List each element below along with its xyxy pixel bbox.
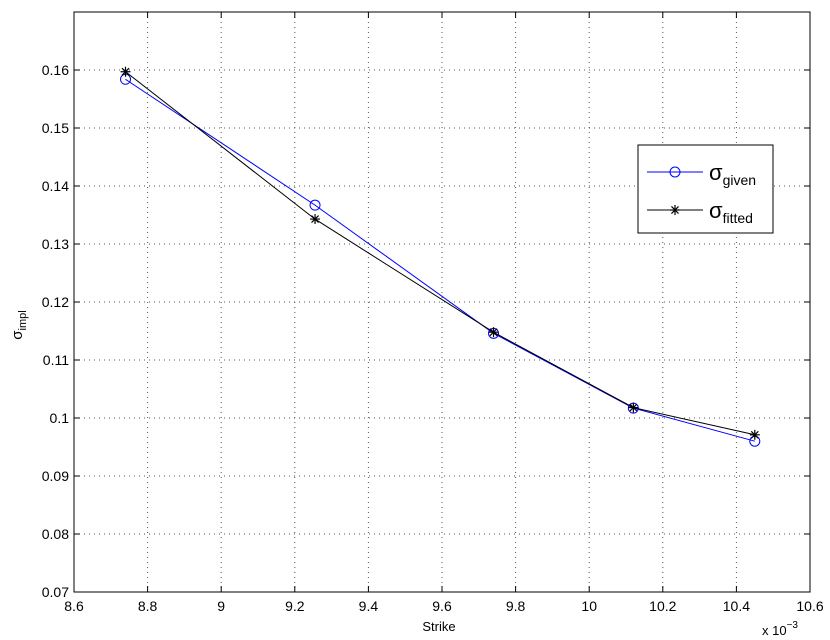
series-layer xyxy=(120,66,761,447)
legend-label-given: σgiven xyxy=(709,160,756,188)
data-point-fitted xyxy=(488,327,499,338)
legend-label-fitted: σfitted xyxy=(709,198,753,226)
x-tick-label: 8.6 xyxy=(64,598,84,614)
x-axis-multiplier: x 10−3 xyxy=(762,620,798,638)
svg-text:σimpl: σimpl xyxy=(9,310,29,339)
legend-asterisk xyxy=(670,205,680,215)
y-tick-label: 0.13 xyxy=(42,236,69,252)
x-axis-label: Strike xyxy=(422,619,455,634)
y-axis-label: σimpl xyxy=(9,310,29,339)
y-axis-label-sub: impl xyxy=(17,310,29,330)
legend-label-fitted-main: σ xyxy=(709,198,723,223)
axis-ticks xyxy=(73,12,811,593)
x-tick-label: 10.2 xyxy=(649,598,676,614)
legend-marker-fitted xyxy=(670,205,680,215)
data-point-given xyxy=(309,199,321,211)
x-tick-labels: 8.6 8.8 9 9.2 9.4 9.6 9.8 10 10.2 10.4 10.6 xyxy=(64,598,824,614)
data-point-fitted xyxy=(749,429,760,440)
y-tick-label: 0.07 xyxy=(42,584,69,600)
y-tick-label: 0.1 xyxy=(50,410,70,426)
x-tick-label: 10.4 xyxy=(723,598,750,614)
legend: σgiven σfitted xyxy=(637,144,774,234)
y-tick-labels: 0.07 0.08 0.09 0.1 0.11 0.12 0.13 0.14 0.15 0.16 xyxy=(42,62,69,600)
data-point-fitted xyxy=(310,214,321,225)
x-axis-multiplier-exp: −3 xyxy=(787,620,799,631)
y-tick-label: 0.11 xyxy=(43,352,69,368)
legend-box xyxy=(637,144,774,234)
y-axis-label-main: σ xyxy=(9,330,26,340)
legend-label-given-sub: given xyxy=(723,172,756,188)
legend-label-fitted-sub: fitted xyxy=(723,210,753,226)
y-tick-label: 0.14 xyxy=(42,178,69,194)
y-tick-label: 0.09 xyxy=(42,468,69,484)
data-point-fitted xyxy=(120,66,131,77)
x-tick-label: 9.2 xyxy=(285,598,305,614)
grid-lines xyxy=(74,12,810,592)
x-tick-label: 9 xyxy=(217,598,225,614)
legend-marker-given xyxy=(669,166,681,178)
y-tick-label: 0.08 xyxy=(42,526,69,542)
data-point-fitted xyxy=(628,402,639,413)
y-tick-label: 0.16 xyxy=(42,62,69,78)
y-tick-label: 0.12 xyxy=(42,294,69,310)
x-axis-multiplier-base: x 10 xyxy=(762,623,787,638)
y-tick-label: 0.15 xyxy=(42,120,69,136)
x-tick-label: 8.8 xyxy=(138,598,158,614)
x-tick-label: 10.6 xyxy=(796,598,823,614)
x-tick-label: 10 xyxy=(581,598,597,614)
x-tick-label: 9.4 xyxy=(359,598,379,614)
x-tick-label: 9.6 xyxy=(432,598,452,614)
legend-label-given-main: σ xyxy=(709,160,723,185)
x-tick-label: 9.8 xyxy=(506,598,526,614)
